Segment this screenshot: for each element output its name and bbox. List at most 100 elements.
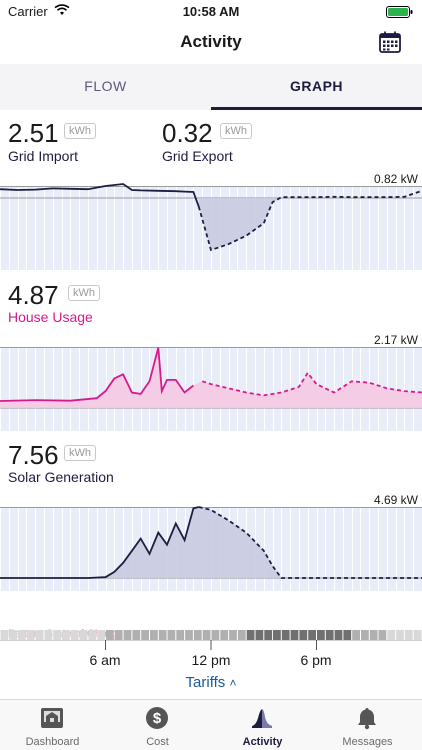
house-chart[interactable]: 2.17 kW (0, 331, 422, 431)
tariff-segment (79, 630, 88, 640)
grid-import-unit: kWh (64, 123, 96, 139)
tariff-segment (352, 630, 360, 640)
x-tick-6am: 6 am (89, 652, 121, 668)
tab-graph[interactable]: GRAPH (289, 78, 344, 94)
tariff-segment (141, 630, 149, 640)
dollar-icon: $ (146, 707, 168, 729)
tariff-segment (387, 630, 396, 640)
tab-flow[interactable]: FLOW (84, 78, 127, 94)
tariff-segment (273, 630, 281, 640)
activity-icon (252, 709, 272, 728)
calendar-icon[interactable] (378, 30, 402, 54)
status-bar: Carrier 10:58 AM (0, 0, 422, 22)
tariffs-label: Tariffs (185, 674, 226, 691)
tariff-segment (413, 630, 422, 640)
tariff-segment (202, 630, 211, 640)
tariff-segment (123, 630, 132, 640)
active-tab-indicator (211, 107, 422, 110)
tariff-segment (185, 630, 193, 640)
grid-export-unit: kWh (220, 123, 252, 139)
grid-chart-line-actual (0, 183, 200, 207)
grid-export-value: 0.32 (162, 118, 213, 148)
solar-generation-unit: kWh (64, 445, 96, 461)
tariff-segment (361, 630, 369, 640)
tariff-segment (62, 630, 70, 640)
tariff-segment (88, 630, 97, 640)
tariff-segment (53, 630, 62, 640)
tariff-segment (35, 630, 44, 640)
tariff-segment (343, 630, 352, 640)
tariff-segment (193, 630, 202, 640)
tariff-segment (369, 630, 378, 640)
x-tick-12pm: 12 pm (191, 652, 231, 668)
house-max-label: 2.17 kW (373, 333, 418, 347)
x-axis-ticks (0, 640, 422, 650)
tariff-segment (237, 630, 246, 640)
tariff-segment (44, 630, 53, 640)
tariff-segment (281, 630, 290, 640)
tariff-segment (290, 630, 299, 640)
house-chart-area (0, 347, 422, 408)
solar-chart-area (0, 507, 422, 578)
grid-export-label: Grid Export (162, 148, 233, 164)
tariff-segment (246, 630, 255, 640)
tariff-segment (220, 630, 229, 640)
tariff-segment (132, 630, 141, 640)
tabbar-cost[interactable]: $ Cost (105, 700, 210, 750)
solar-max-label: 4.69 kW (373, 493, 418, 507)
grid-chart[interactable]: 0.82 kW (0, 170, 422, 270)
battery-icon (386, 6, 413, 18)
bell-icon (358, 708, 376, 730)
tabbar-label-messages: Messages (342, 736, 393, 748)
solar-chart-line-forecast (198, 506, 422, 579)
segmented-tabs: FLOW GRAPH (0, 64, 422, 110)
chevron-up-icon: ˄ (229, 676, 237, 690)
tariff-segment (18, 630, 26, 640)
tab-bar: Dashboard $ Cost Activity Messages (0, 699, 422, 750)
tariff-segment (334, 630, 343, 640)
tariff-segment (229, 630, 237, 640)
house-usage-value: 4.87 (8, 280, 59, 310)
tariff-segment (167, 630, 176, 640)
solar-chart-svg (0, 491, 422, 591)
house-usage-unit: kWh (68, 285, 100, 301)
tabbar-label-dashboard: Dashboard (25, 736, 80, 748)
solar-generation-value: 7.56 (8, 440, 59, 470)
x-tick-6pm: 6 pm (300, 652, 332, 668)
page-title: Activity (180, 32, 242, 51)
svg-text:$: $ (153, 710, 162, 727)
grid-max-label: 0.82 kW (373, 172, 418, 186)
tariff-segment (158, 630, 167, 640)
tariff-segment (97, 630, 105, 640)
house-chart-line-actual (0, 347, 194, 402)
tariff-segment (9, 630, 18, 640)
tariff-segment (211, 630, 220, 640)
clock-time: 10:58 AM (182, 4, 240, 19)
tariff-segment (264, 630, 273, 640)
tariff-band (0, 630, 422, 640)
tabbar-label-cost: Cost (146, 736, 169, 748)
house-chart-svg (0, 331, 422, 431)
tariff-segment (70, 630, 79, 640)
carrier-label: Carrier (8, 4, 48, 19)
tariff-segment (0, 630, 9, 640)
tariff-segment (325, 630, 334, 640)
tabbar-messages[interactable]: Messages (315, 700, 420, 750)
grid-chart-export-area (198, 198, 282, 250)
tariff-segment (150, 630, 158, 640)
dashboard-icon (41, 708, 63, 728)
tabbar-activity[interactable]: Activity (210, 700, 315, 750)
grid-import-label: Grid Import (8, 148, 79, 164)
solar-chart-line-actual (0, 506, 199, 579)
tariff-segment (26, 630, 35, 640)
grid-chart-line-forecast (197, 189, 422, 252)
tariff-segment (255, 630, 264, 640)
tabbar-dashboard[interactable]: Dashboard (0, 700, 105, 750)
wifi-icon (54, 4, 70, 15)
grid-chart-svg (0, 170, 422, 270)
solar-chart[interactable]: 4.69 kW (0, 491, 422, 591)
tariff-segment (176, 630, 185, 640)
tariff-segment (299, 630, 308, 640)
tariff-segment (404, 630, 413, 640)
tariffs-toggle[interactable]: Tariffs ˄ (0, 674, 422, 691)
